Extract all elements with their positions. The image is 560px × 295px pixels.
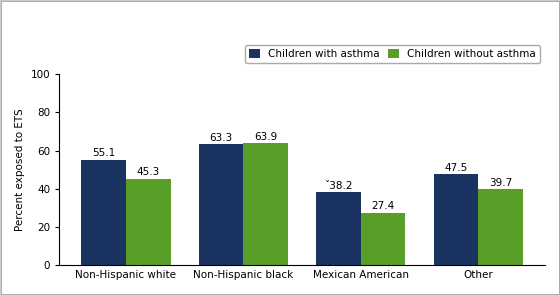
- Text: 45.3: 45.3: [137, 167, 160, 177]
- Text: 47.5: 47.5: [444, 163, 468, 173]
- Bar: [361, 213, 405, 265]
- Bar: [244, 143, 288, 265]
- Bar: [81, 160, 126, 265]
- Text: 63.3: 63.3: [209, 133, 233, 143]
- Bar: [478, 189, 523, 265]
- Text: 55.1: 55.1: [92, 148, 115, 158]
- Text: 27.4: 27.4: [371, 201, 395, 211]
- Legend: Children with asthma, Children without asthma: Children with asthma, Children without a…: [245, 45, 540, 63]
- Text: ˇ38.2: ˇ38.2: [324, 181, 353, 191]
- Text: 39.7: 39.7: [489, 178, 512, 188]
- Bar: [126, 179, 171, 265]
- Bar: [433, 174, 478, 265]
- Text: 63.9: 63.9: [254, 132, 277, 142]
- Y-axis label: Percent exposed to ETS: Percent exposed to ETS: [15, 108, 25, 231]
- Bar: [316, 192, 361, 265]
- Bar: [199, 144, 244, 265]
